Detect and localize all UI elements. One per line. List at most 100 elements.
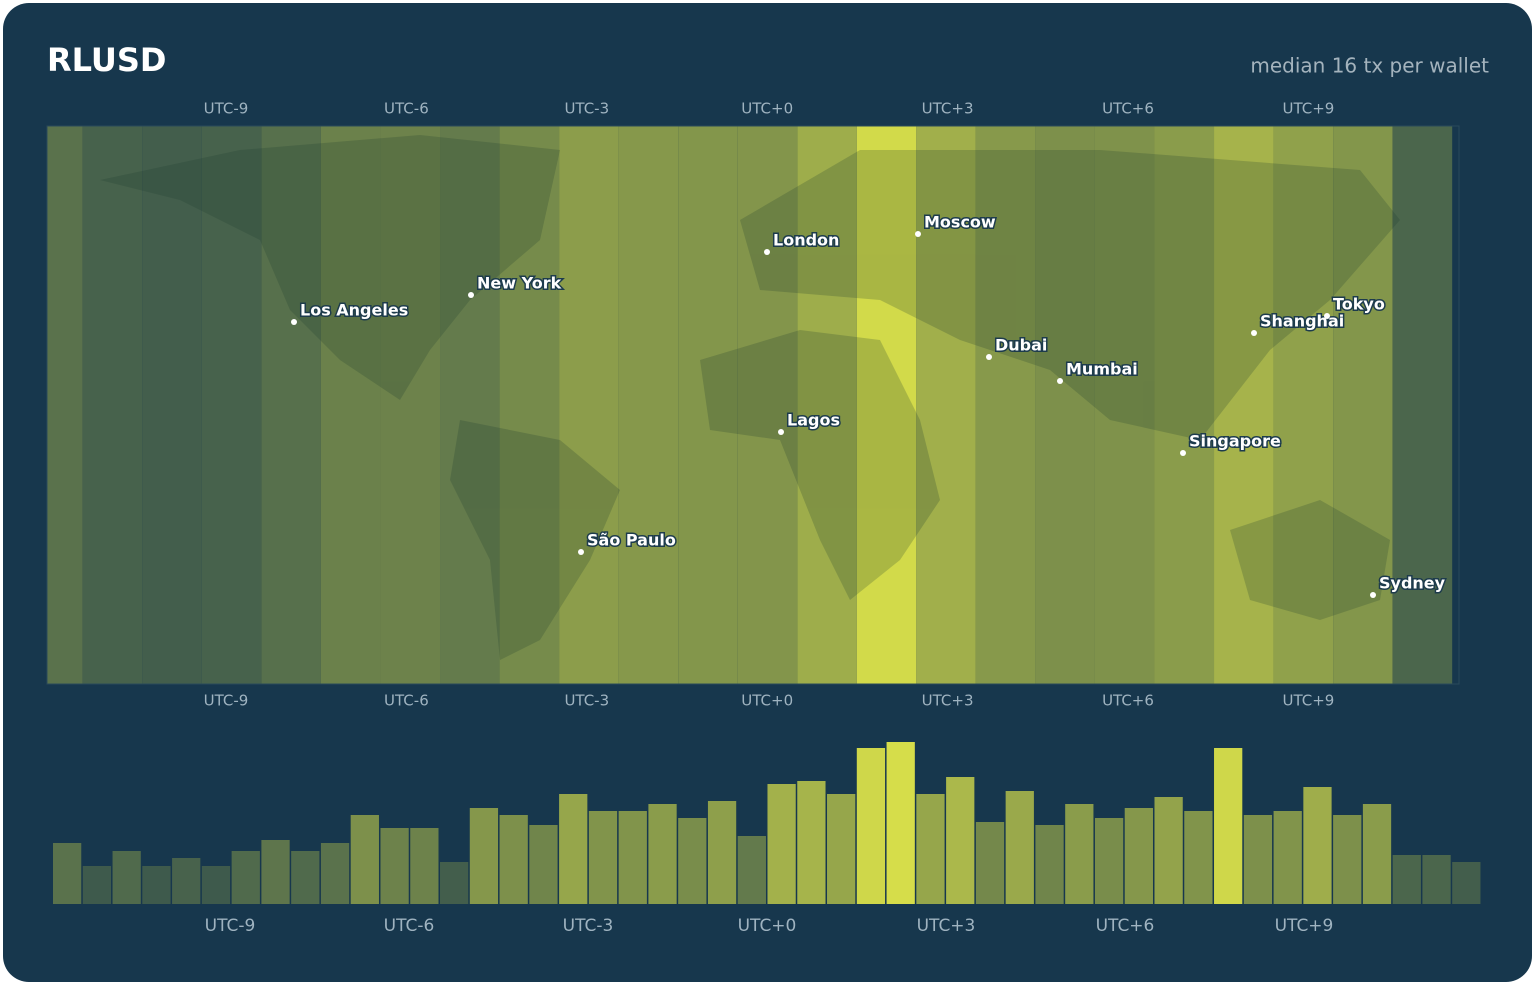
bar: [1035, 825, 1064, 904]
map-top-label: UTC+0: [741, 100, 793, 118]
bar: [53, 843, 82, 904]
bar: [261, 840, 290, 904]
bar: [916, 794, 945, 904]
bar: [410, 828, 439, 904]
subtitle: median 16 tx per wallet: [1250, 54, 1489, 78]
bar: [231, 851, 260, 904]
title: RLUSD: [47, 41, 166, 79]
bar: [291, 851, 320, 904]
bar: [1333, 815, 1362, 904]
time-zone-band: [975, 126, 1036, 684]
north-america: [100, 135, 560, 400]
city-label: Mumbai: [1066, 360, 1138, 379]
time-zone-band: [1273, 126, 1334, 684]
map-bottom-label: UTC-6: [384, 692, 429, 710]
city-label: Moscow: [924, 213, 996, 232]
bar: [469, 808, 499, 904]
bar: [440, 862, 469, 904]
city-label: Tokyo: [1333, 295, 1385, 314]
eurasia: [740, 150, 1400, 440]
time-zone-band: [1214, 126, 1274, 684]
bar: [1094, 818, 1124, 904]
bar: [946, 777, 975, 904]
bar: [707, 801, 737, 904]
bar: [737, 836, 766, 904]
map-bottom-label: UTC+3: [922, 692, 974, 710]
bar: [1184, 811, 1213, 904]
time-zone-band: [1035, 126, 1095, 684]
city-label: Shanghai: [1260, 312, 1344, 331]
bar: [320, 843, 350, 904]
city-dot: [1180, 450, 1186, 456]
axes: UTC-9 UTC-9 UTC-9 UTC-6 UTC-6 UTC-6 UTC-3 UTC-3…: [204, 100, 1335, 937]
bar: [588, 811, 618, 904]
bar: [1452, 862, 1481, 904]
map-bottom-label: UTC+6: [1102, 692, 1154, 710]
bar: [767, 784, 796, 904]
australia: [1230, 500, 1390, 620]
africa: [700, 330, 940, 600]
map-top-label: UTC-3: [564, 100, 609, 118]
bar: [618, 811, 647, 904]
bar: [380, 828, 409, 904]
bar: [1273, 811, 1302, 904]
bar: [1065, 804, 1094, 904]
time-zone-band: [1333, 126, 1393, 684]
bars: [53, 742, 1481, 904]
time-zone-band: [678, 126, 738, 684]
city-dot: [468, 292, 474, 298]
bar: [559, 794, 588, 904]
city-dot: [986, 354, 992, 360]
bar: [856, 748, 886, 904]
city-dot: [1324, 313, 1330, 319]
map-bands: [47, 126, 1453, 684]
city-dot: [291, 319, 297, 325]
time-zone-band: [618, 126, 679, 684]
bar-axis-label: UTC+9: [1275, 916, 1334, 936]
time-zone-band: [916, 126, 976, 684]
bar: [529, 825, 558, 904]
south-america: [450, 420, 620, 660]
city-dot: [1251, 330, 1257, 336]
bar: [1124, 808, 1153, 904]
map-bottom-label: UTC+9: [1282, 692, 1334, 710]
bar-axis-label: UTC+3: [917, 916, 976, 936]
map-top-label: UTC-9: [204, 100, 249, 118]
city-label: Singapore: [1189, 432, 1281, 451]
time-zone-band: [47, 126, 83, 684]
time-zone-band: [797, 126, 857, 684]
time-zone-band: [261, 126, 321, 684]
map-frame: [46, 125, 1460, 685]
bar: [975, 822, 1005, 904]
time-zone-band: [82, 126, 143, 684]
map-bottom-label: UTC-3: [564, 692, 609, 710]
bar: [1243, 815, 1273, 904]
bar: [648, 804, 677, 904]
map-bottom-label: UTC-9: [204, 692, 249, 710]
time-zone-band: [856, 126, 917, 684]
map-top-label: UTC+6: [1102, 100, 1154, 118]
bar: [1392, 855, 1421, 904]
city-label: London: [773, 231, 839, 250]
bar: [1303, 787, 1332, 904]
time-zone-band: [201, 126, 262, 684]
city-label: São Paulo: [587, 531, 676, 550]
bar-axis-label: UTC+0: [738, 916, 797, 936]
bar: [1362, 804, 1392, 904]
city-dot: [764, 249, 770, 255]
time-zone-band: [737, 126, 798, 684]
map-top-label: UTC+3: [922, 100, 974, 118]
bar: [1005, 791, 1034, 904]
city-label: Sydney: [1379, 574, 1446, 593]
bar: [678, 818, 707, 904]
bar: [112, 851, 141, 904]
map-top-label: UTC-6: [384, 100, 429, 118]
time-zone-band: [380, 126, 441, 684]
bar: [886, 742, 915, 904]
bar-axis-label: UTC+6: [1096, 916, 1155, 936]
map-top-label: UTC+9: [1282, 100, 1334, 118]
bar: [827, 794, 856, 904]
city-label: Dubai: [995, 336, 1047, 355]
bar: [142, 866, 171, 904]
